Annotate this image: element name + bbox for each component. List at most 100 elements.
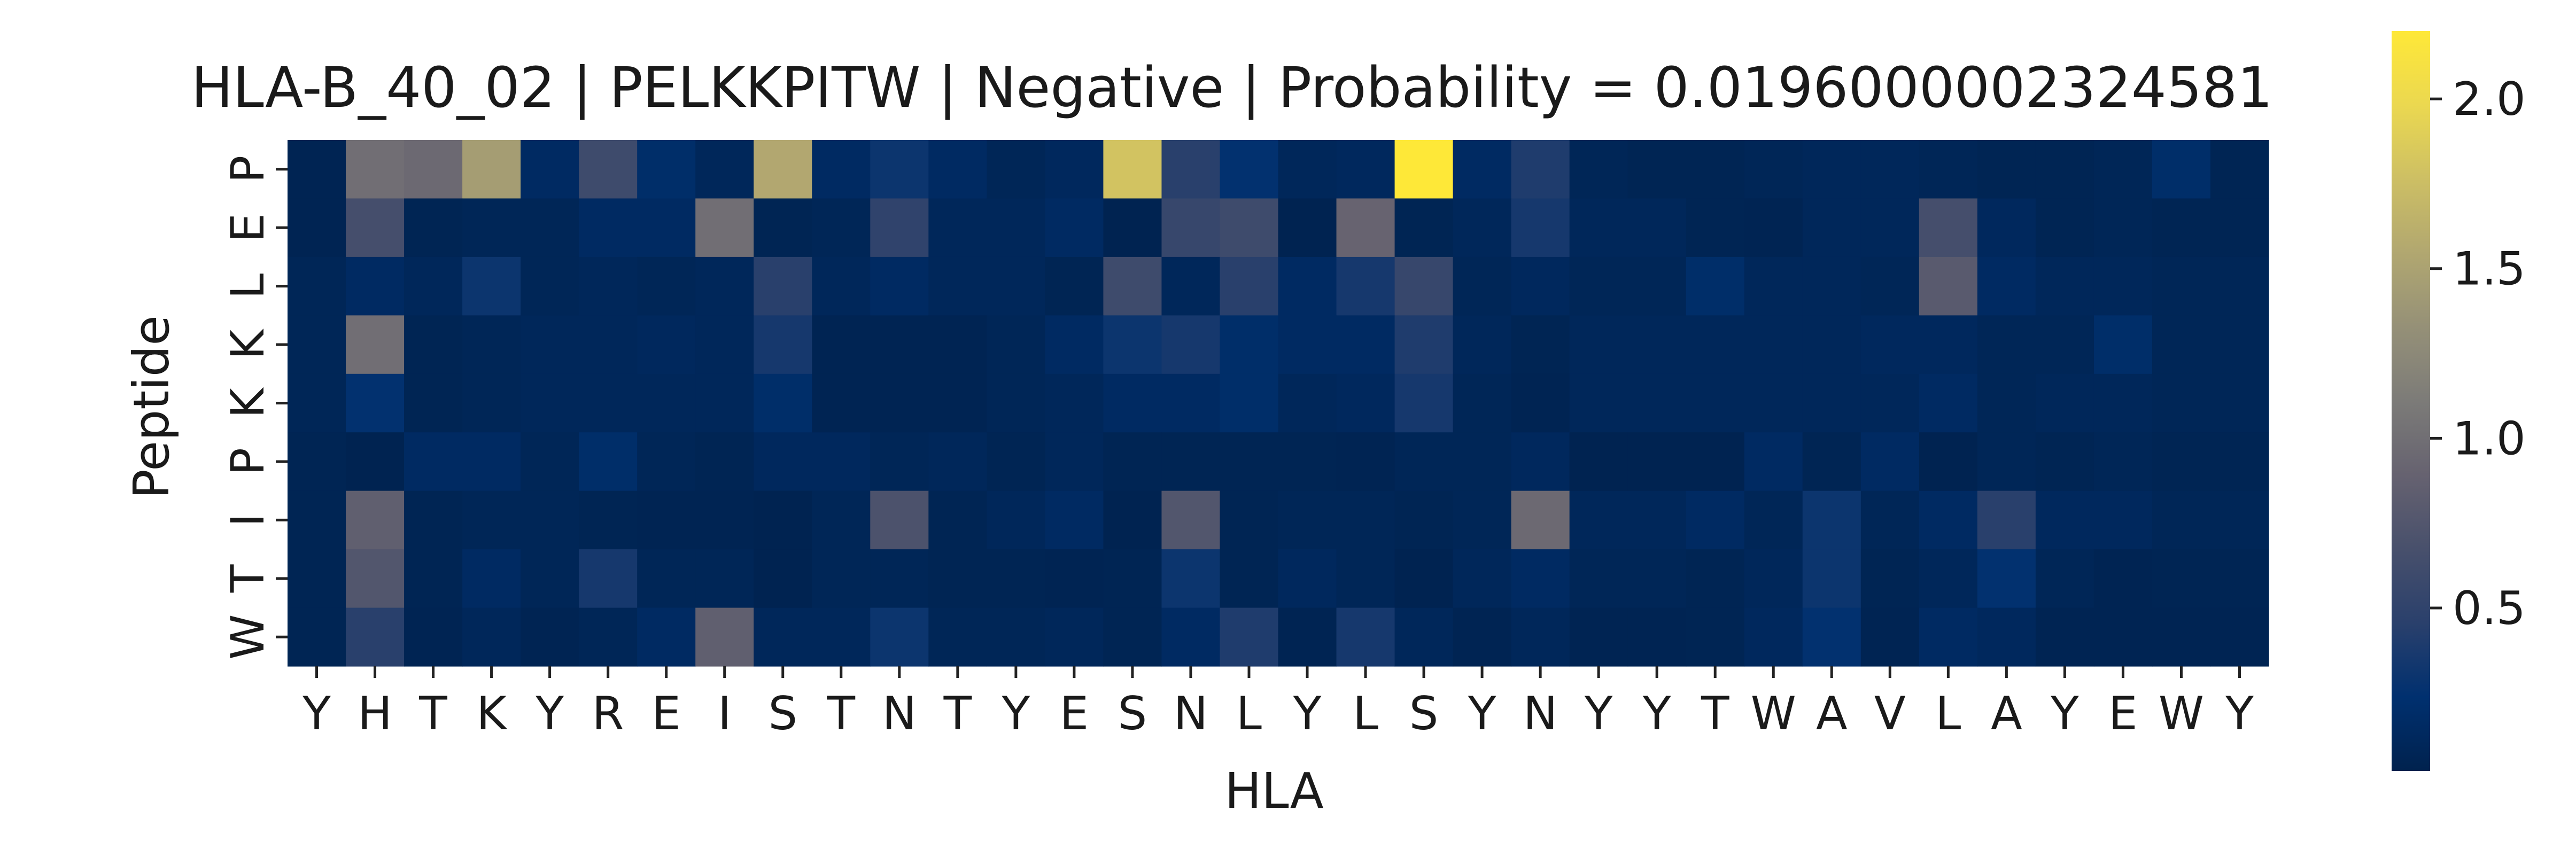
heatmap-cell — [462, 256, 521, 316]
heatmap-cell — [1161, 549, 1221, 609]
heatmap-cell — [1453, 140, 1512, 199]
heatmap-cell — [2093, 432, 2153, 492]
heatmap-cell — [1744, 549, 1803, 609]
x-tick-label: Y — [1468, 687, 1496, 740]
heatmap-cell — [1511, 373, 1570, 433]
heatmap-cell — [1977, 432, 2036, 492]
heatmap-cell — [1336, 607, 1395, 667]
heatmap-cell — [1919, 140, 1978, 199]
heatmap-cell — [404, 432, 463, 492]
y-tick-label: P — [221, 448, 275, 475]
heatmap-cell — [1394, 549, 1454, 609]
x-tick-label: Y — [1642, 687, 1671, 740]
heatmap-cell — [288, 549, 346, 609]
heatmap-cell — [1686, 373, 1745, 433]
heatmap-cell — [1453, 490, 1512, 550]
heatmap-cell — [2152, 140, 2211, 199]
y-tick-label: L — [221, 274, 275, 299]
heatmap-cell — [2210, 549, 2269, 609]
x-tick-label: L — [1353, 687, 1378, 740]
x-tick-label: A — [1816, 687, 1848, 740]
heatmap-cell — [579, 198, 638, 258]
heatmap-cell — [1103, 607, 1162, 667]
x-tick-label: Y — [302, 687, 331, 740]
heatmap-cell — [288, 198, 346, 258]
x-tick-label: H — [358, 687, 392, 740]
heatmap-cell — [870, 490, 929, 550]
heatmap-cell — [928, 490, 987, 550]
heatmap-cell — [1045, 256, 1104, 316]
heatmap-cell — [754, 607, 812, 667]
heatmap-cell — [1802, 549, 1861, 609]
heatmap-cell — [754, 373, 812, 433]
x-tick-label: S — [768, 687, 797, 740]
heatmap-cell — [2093, 373, 2153, 433]
x-tick-label: L — [1935, 687, 1961, 740]
heatmap-cell — [928, 198, 987, 258]
x-tick-label: T — [1701, 687, 1729, 740]
heatmap-cell — [754, 315, 812, 375]
heatmap-cell — [1161, 315, 1221, 375]
heatmap-cell — [1860, 490, 1920, 550]
heatmap-cell — [928, 256, 987, 316]
heatmap-cell — [1919, 256, 1978, 316]
heatmap-cell — [1103, 432, 1162, 492]
heatmap-cell — [404, 373, 463, 433]
heatmap-cell — [637, 373, 696, 433]
heatmap-cell — [1394, 373, 1454, 433]
heatmap-cell — [1336, 140, 1395, 199]
heatmap-cell — [1860, 198, 1920, 258]
heatmap-cell — [521, 373, 579, 433]
heatmap-cell — [2152, 607, 2211, 667]
x-tick-label: W — [1751, 687, 1796, 740]
heatmap-cell — [2093, 140, 2153, 199]
heatmap-cell — [987, 607, 1045, 667]
colorbar-ticks: 0.5 1.0 1.5 2.0 — [2430, 73, 2526, 635]
heatmap-cell — [928, 373, 987, 433]
heatmap-cell — [754, 198, 812, 258]
heatmap-cell — [1977, 256, 2036, 316]
heatmap-cell — [1860, 256, 1920, 316]
heatmap-cell — [1511, 315, 1570, 375]
heatmap-cell — [462, 198, 521, 258]
x-tick-label: Y — [1002, 687, 1030, 740]
heatmap-cell — [812, 140, 871, 199]
heatmap-cell — [1220, 140, 1279, 199]
heatmap-cell — [1336, 373, 1395, 433]
x-tick-label: R — [592, 687, 624, 740]
heatmap-cell — [2035, 490, 2094, 550]
heatmap-cell — [928, 140, 987, 199]
heatmap-cell — [1278, 432, 1337, 492]
heatmap-cell — [754, 549, 812, 609]
heatmap-cell — [637, 140, 696, 199]
heatmap-cell — [812, 490, 871, 550]
heatmap-cell — [1802, 432, 1861, 492]
heatmap-cell — [1453, 256, 1512, 316]
heatmap-cell — [1220, 432, 1279, 492]
x-axis-label: HLA — [1224, 762, 1324, 820]
x-tick-label: A — [1991, 687, 2022, 740]
heatmap-cell — [346, 373, 405, 433]
heatmap-cell — [1045, 198, 1104, 258]
heatmap-cell — [1569, 432, 1628, 492]
colorbar-tick-label: 0.5 — [2453, 582, 2526, 635]
heatmap-cell — [1802, 256, 1861, 316]
heatmap-cell — [870, 373, 929, 433]
heatmap-cell — [2210, 140, 2269, 199]
heatmap-cell — [928, 549, 987, 609]
x-tick-label: I — [718, 687, 731, 740]
heatmap-cell — [1453, 198, 1512, 258]
heatmap-cell — [1511, 256, 1570, 316]
heatmap-cell — [870, 256, 929, 316]
heatmap-cells — [288, 140, 2269, 667]
x-tick-label: Y — [1584, 687, 1613, 740]
heatmap-cell — [1103, 549, 1162, 609]
heatmap-cell — [1220, 490, 1279, 550]
heatmap-cell — [1977, 549, 2036, 609]
colorbar-tick-label: 1.0 — [2453, 412, 2526, 465]
heatmap-cell — [2210, 315, 2269, 375]
heatmap-cell — [1394, 256, 1454, 316]
x-tick-label: V — [1874, 687, 1906, 740]
heatmap-cell — [288, 432, 346, 492]
